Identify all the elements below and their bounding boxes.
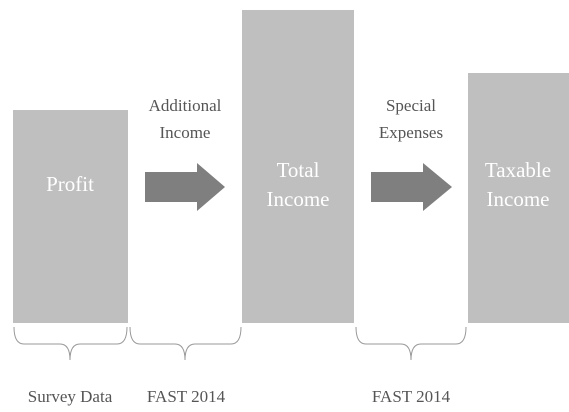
arrow (145, 163, 225, 211)
box (468, 73, 569, 323)
arrow-label: Additional (149, 96, 222, 115)
box-label: Taxable (485, 158, 551, 182)
box-label: Income (487, 187, 550, 211)
source-label: Survey Data (28, 387, 113, 406)
box-label: Total (277, 158, 320, 182)
brace (129, 326, 242, 361)
box (13, 110, 128, 323)
box (242, 10, 354, 323)
box-label: Income (267, 187, 330, 211)
brace (355, 326, 467, 361)
arrow-label: Special (386, 96, 436, 115)
box-label: Profit (46, 172, 94, 196)
source-label: FAST 2014 (147, 387, 226, 406)
source-label: FAST 2014 (372, 387, 451, 406)
brace (13, 326, 128, 361)
arrow-label: Expenses (379, 123, 443, 142)
arrow (371, 163, 452, 211)
arrow-label: Income (160, 123, 211, 142)
